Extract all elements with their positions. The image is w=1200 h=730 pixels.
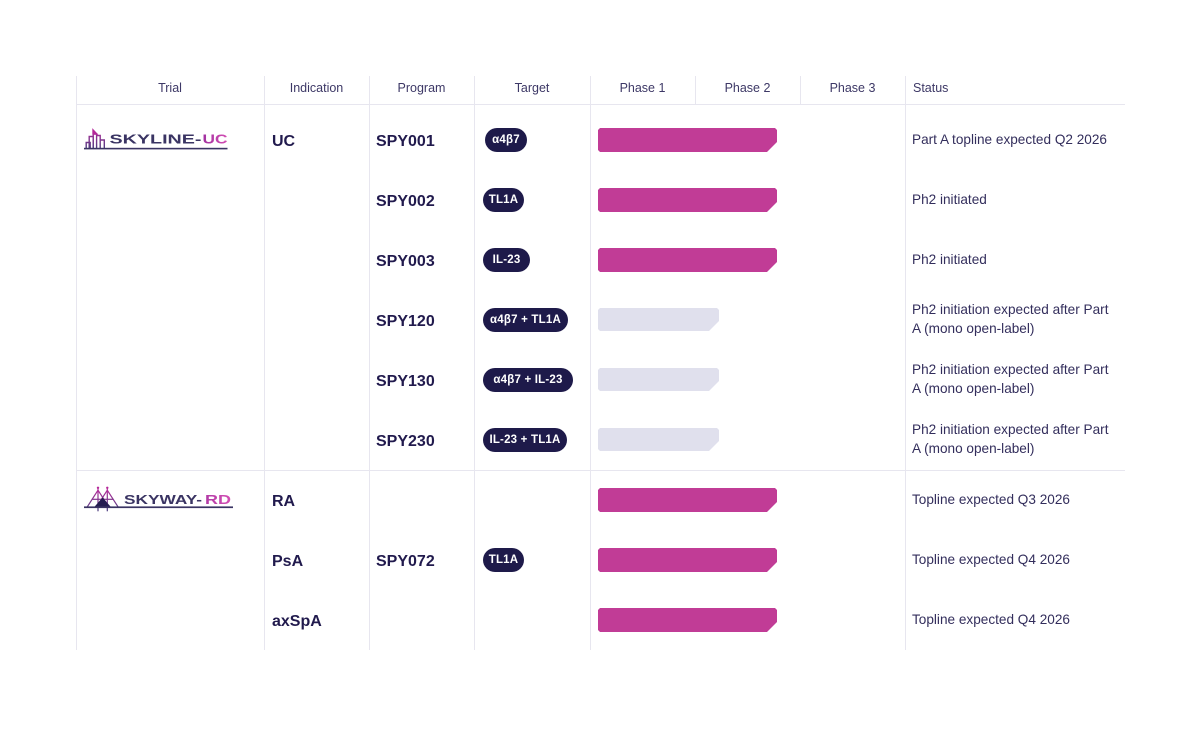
svg-text:UC: UC [203,133,228,147]
svg-text:SKYWAY-: SKYWAY- [124,492,202,507]
svg-text:SKYLINE-: SKYLINE- [110,133,202,147]
svg-text:RD: RD [205,492,231,507]
